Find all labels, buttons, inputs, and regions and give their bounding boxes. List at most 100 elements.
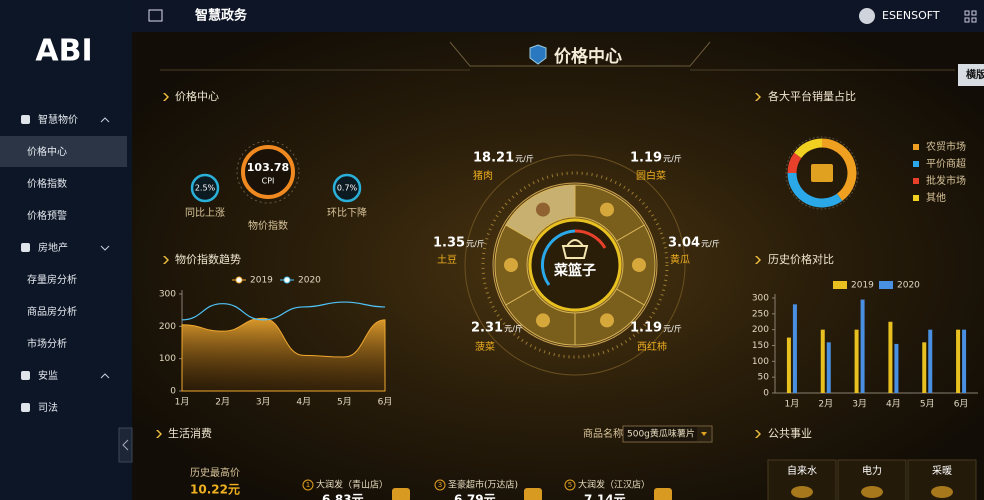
filter-select[interactable] <box>622 425 713 443</box>
menu-item[interactable]: 商品房分析 <box>27 305 77 318</box>
filter-arrow <box>701 432 707 436</box>
menu-item[interactable]: 房地产 <box>38 241 68 254</box>
tab-label[interactable]: 横版 <box>966 68 984 81</box>
header-title: 智慧政务 <box>195 8 248 24</box>
bar <box>956 329 961 393</box>
title-chevrons <box>156 93 761 438</box>
menu-item[interactable]: 安监 <box>38 369 58 382</box>
cpi-name: CPI <box>262 177 275 186</box>
x-tick-label: 5月 <box>337 397 352 408</box>
bar <box>820 329 825 393</box>
panel-title: 公共事业 <box>768 427 812 440</box>
menu-item[interactable]: 司法 <box>38 401 58 414</box>
mom-gauge <box>332 173 362 203</box>
item-name: 菠菜 <box>475 341 495 353</box>
rank-badge <box>302 479 314 491</box>
item-name: 黄瓜 <box>670 253 690 266</box>
item-price: 1.35 <box>433 236 465 251</box>
produce-icon <box>600 313 614 328</box>
menu-item[interactable]: 存量房分析 <box>27 273 77 286</box>
legend-swatch <box>879 281 893 289</box>
legend-label: 2020 <box>298 276 321 286</box>
y-tick-label: 100 <box>752 357 769 367</box>
panel-title: 生活消费 <box>168 426 212 440</box>
basket-ring <box>481 171 669 359</box>
y-tick-label: 250 <box>752 309 769 319</box>
item-price: 1.19 <box>630 151 662 166</box>
product-image <box>524 488 542 500</box>
item-price: 3.04 <box>668 236 700 251</box>
produce-icon <box>536 202 550 217</box>
collapse-icon <box>122 439 129 451</box>
menu-arrow <box>100 245 110 251</box>
item-name: 猪肉 <box>473 169 493 182</box>
utility-name: 自来水 <box>787 464 817 477</box>
item-price: 18.21 <box>473 151 514 166</box>
title-badge <box>529 44 547 65</box>
basket-title: 菜篮子 <box>553 262 596 279</box>
panel-title: 各大平台销量占比 <box>768 89 856 103</box>
menu-item[interactable]: 价格中心 <box>27 145 67 158</box>
bar <box>860 299 865 393</box>
product-image <box>392 488 410 500</box>
bar <box>854 329 859 393</box>
y-tick-label: 200 <box>752 325 769 335</box>
y-tick-label: 100 <box>159 354 176 364</box>
menu-icon[interactable] <box>148 9 163 22</box>
yoy-label: 同比上涨 <box>185 207 225 219</box>
item-unit: 元/斤 <box>504 324 523 334</box>
store-rank: 3 <box>438 481 442 489</box>
legend-swatch <box>913 144 919 150</box>
menu-item[interactable]: 智慧物价 <box>38 113 78 126</box>
panel-title: 价格中心 <box>175 89 219 103</box>
menu-item[interactable]: 价格预警 <box>27 209 67 222</box>
x-tick-label: 6月 <box>378 397 393 408</box>
menu-item[interactable]: 市场分析 <box>27 337 67 350</box>
x-tick-label: 4月 <box>296 397 311 408</box>
produce-icon <box>536 313 550 328</box>
active-menu-bg <box>0 136 127 167</box>
produce-icon <box>632 258 646 272</box>
x-tick-label: 3月 <box>256 397 271 408</box>
donut-segment <box>794 138 823 159</box>
yoy-gauge <box>190 173 220 203</box>
menu-icon <box>21 243 30 252</box>
menu-icon <box>21 371 30 380</box>
page-title: 价格中心 <box>554 46 622 67</box>
item-name: 西红柿 <box>637 340 667 353</box>
user-name[interactable]: ESENSOFT <box>882 9 940 22</box>
menu-item[interactable]: 价格指数 <box>27 177 67 190</box>
y-tick-label: 0 <box>170 387 176 397</box>
top-bar <box>132 0 984 32</box>
item-unit: 元/斤 <box>515 154 534 164</box>
bar <box>888 321 893 393</box>
product-image <box>654 488 672 500</box>
item-name: 圆白菜 <box>636 169 666 182</box>
y-tick-label: 50 <box>758 373 770 383</box>
apps-icon[interactable] <box>964 10 977 23</box>
x-tick-label: 5月 <box>920 399 935 410</box>
record-value: 10.22元 <box>190 483 240 497</box>
store-price: 6.83元 <box>322 493 364 500</box>
menu-icon <box>21 403 30 412</box>
tab[interactable] <box>958 64 984 86</box>
legend-marker <box>235 276 243 284</box>
filter-label: 商品名称 <box>583 427 623 440</box>
y-tick-label: 150 <box>752 341 769 351</box>
legend-swatch <box>913 178 919 184</box>
y-tick-label: 300 <box>159 290 176 300</box>
rank-badge <box>564 479 576 491</box>
basket-center-accent <box>574 229 607 249</box>
basket-center-accent <box>541 229 576 286</box>
store-price: 7.14元 <box>584 493 626 500</box>
bar <box>792 304 797 393</box>
bar <box>894 343 899 393</box>
cpi-label: 物价指数 <box>248 219 288 232</box>
x-tick-label: 6月 <box>954 399 969 410</box>
yoy-value: 2.5% <box>195 184 216 193</box>
x-tick-label: 2月 <box>215 397 230 408</box>
legend-label: 2019 <box>250 276 273 286</box>
avatar[interactable] <box>859 8 875 24</box>
filter-value[interactable]: 500g黄瓜味薯片 <box>627 428 695 440</box>
collapse-button[interactable] <box>118 427 133 463</box>
